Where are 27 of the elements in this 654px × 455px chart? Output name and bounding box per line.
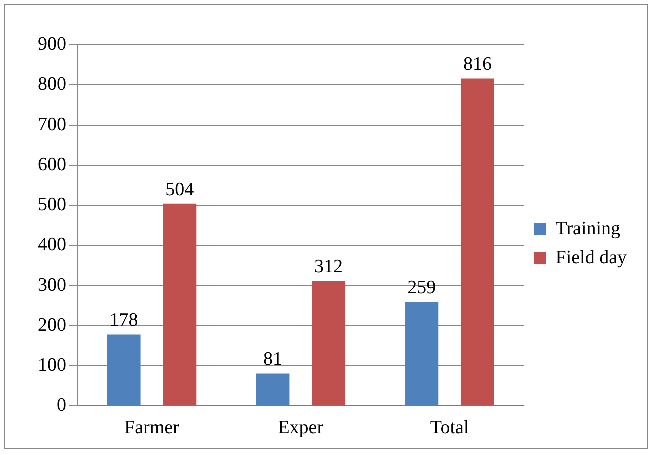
y-tick-label: 200: [38, 314, 66, 336]
bar: [312, 280, 346, 406]
data-label: 259: [408, 278, 436, 299]
y-tick-label: 500: [38, 194, 66, 216]
bar: [163, 204, 197, 406]
legend-label: Training: [556, 218, 622, 240]
y-tick-label: 100: [38, 355, 66, 376]
y-tick-label: 400: [38, 234, 66, 256]
y-tick-label: 900: [38, 34, 66, 55]
data-label: 816: [463, 54, 492, 76]
y-tick-label: 600: [38, 154, 66, 176]
bar: [256, 374, 290, 406]
bar: [460, 78, 494, 406]
bar: [405, 302, 439, 406]
data-label: 81: [263, 349, 282, 370]
y-tick-label: 300: [38, 274, 66, 296]
data-label: 504: [166, 179, 195, 200]
data-label: 312: [314, 256, 344, 278]
x-tick-label: Total: [430, 418, 470, 439]
legend-label: Field day: [556, 247, 628, 268]
y-tick-label: 800: [38, 74, 66, 96]
x-tick-label: Exper: [278, 418, 324, 439]
bar: [107, 334, 141, 406]
y-tick-label: 0: [57, 395, 66, 416]
data-label: 178: [110, 310, 138, 332]
x-tick-label: Farmer: [124, 418, 180, 439]
y-tick-label: 700: [38, 114, 66, 136]
